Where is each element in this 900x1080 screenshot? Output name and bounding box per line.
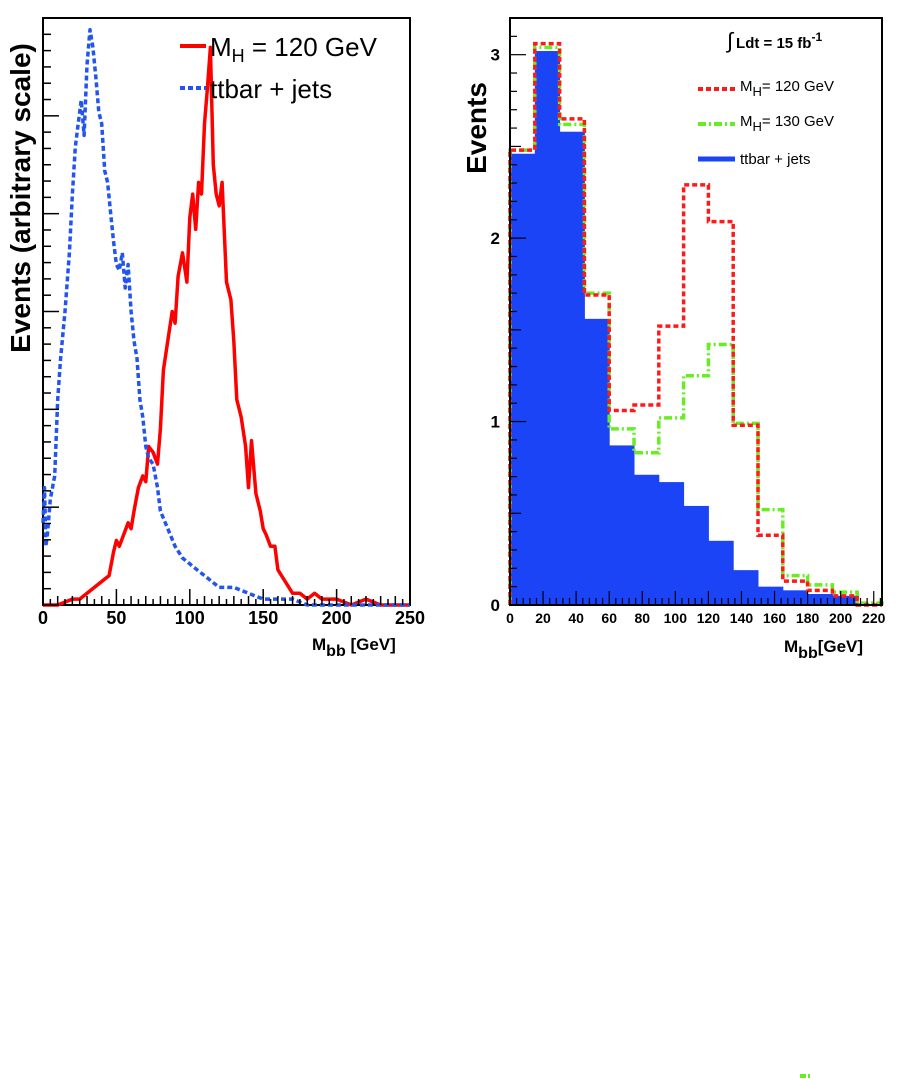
left-series-line-1 [41,27,410,607]
left-curves [41,27,410,607]
legend-label-mh120-right: MH= 120 GeV [740,78,834,99]
legend-label-mh120: MH = 120 GeV [210,32,378,66]
left-x-tick-label: 100 [175,608,205,628]
right-x-axis-title: Mbb[GeV] [784,637,863,662]
signal-step-1 [508,41,882,607]
luminosity-label: ∫ Ldt = 15 fb-1 [725,28,822,53]
legend-label-ttbar-right: ttbar + jets [740,151,810,168]
signal-step-2 [508,45,884,605]
ttbar-bar [782,590,809,605]
right-y-axis-title: Events [461,82,492,174]
ttbar-bar [559,131,585,605]
right-x-tick-label: 20 [535,610,551,626]
ttbar-bar [510,153,536,605]
left-x-tick-label: 200 [322,608,352,628]
ttbar-bar [609,445,635,605]
legend-label-ttbar: ttbar + jets [210,74,332,104]
right-x-axis: 0 20 40 60 80 100 120 140 160 180 200 220 [506,591,886,626]
right-legend: ∫ Ldt = 15 fb-1 MH= 120 GeV MH= 130 GeV t… [698,28,834,168]
ttbar-bar [534,51,561,606]
legend-label-mh130: MH= 130 GeV [740,113,834,134]
ttbar-bar [584,318,610,605]
left-x-axis: 0 50 100 150 200 250 [38,589,425,628]
left-chart: 0 50 100 150 200 250 MH = 120 GeV ttbar + jet… [5,17,425,660]
right-x-tick-label: 100 [664,610,688,626]
ttbar-bar [708,540,734,605]
right-x-tick-label: 80 [634,610,650,626]
right-x-tick-label: 160 [763,610,787,626]
ttbar-bar [683,505,709,605]
right-x-tick-label: 180 [796,610,820,626]
right-x-tick-label: 140 [730,610,754,626]
right-y-axis: 0 1 2 3 [491,17,526,615]
right-x-tick-label: 220 [862,610,886,626]
right-x-tick-label: 0 [506,610,514,626]
right-x-tick-label: 200 [829,610,853,626]
ttbar-bar [658,482,685,605]
left-legend: MH = 120 GeV ttbar + jets [180,32,378,104]
left-x-tick-label: 150 [248,608,278,628]
right-y-tick-label: 0 [491,596,500,615]
right-chart: 0 20 40 60 80 100 120 140 160 180 200 220 0 1 2 3 ∫ Ldt… [461,17,886,662]
ttbar-bar [634,474,660,605]
left-y-axis-title: Events (arbitrary scale) [5,43,36,353]
right-y-tick-label: 3 [491,46,500,65]
left-series-line-0 [43,45,410,607]
right-x-tick-label: 120 [697,610,721,626]
left-x-tick-label: 250 [395,608,425,628]
right-y-tick-label: 2 [491,229,500,248]
ttbar-bar [758,586,784,605]
left-plot-frame [42,17,411,606]
left-y-axis [43,17,59,606]
right-y-tick-label: 1 [491,413,500,432]
left-x-tick-label: 0 [38,608,48,628]
left-x-tick-label: 50 [106,608,126,628]
right-x-tick-label: 60 [601,610,617,626]
ttbar-bar [832,595,858,605]
left-x-axis-title: Mbb [GeV] [312,635,396,660]
right-x-tick-label: 40 [568,610,584,626]
